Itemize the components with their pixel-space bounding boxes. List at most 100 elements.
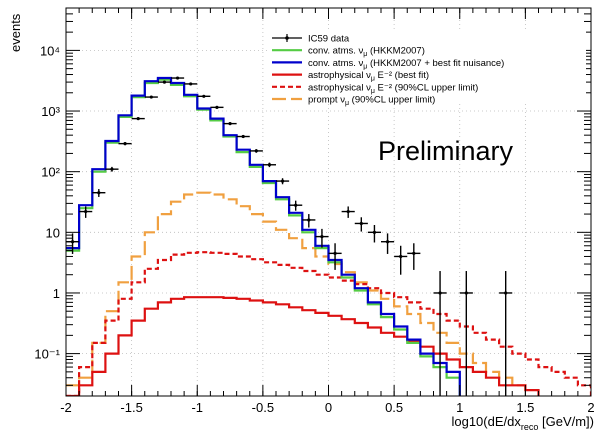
data-point <box>92 189 106 197</box>
data-point <box>249 149 263 153</box>
y-tick-label: 10² <box>41 165 60 180</box>
data-point <box>262 162 276 168</box>
data-point <box>79 206 93 218</box>
legend-label-tail: E⁻² (90%CL upper limit) <box>375 82 478 93</box>
data-point-marker <box>399 254 403 259</box>
x-tick-label: 0 <box>325 400 332 415</box>
data-point-marker <box>97 191 101 195</box>
series-conv-atms-hkkm2007-best-fit-nuisance-line <box>66 76 461 396</box>
data-point-marker <box>412 251 416 255</box>
data-point-marker <box>320 235 324 239</box>
data-point-marker <box>294 203 298 207</box>
data-point <box>354 217 368 232</box>
data-point <box>197 94 211 98</box>
data-point-marker <box>241 134 245 139</box>
data-point <box>210 105 224 109</box>
legend-label-subscript: μ <box>371 88 375 95</box>
legend-label: IC59 data <box>308 34 350 45</box>
legend-label-subscript: μ <box>345 100 349 107</box>
x-axis-title: log10(dE/dxreco [GeV/m]) <box>451 414 594 432</box>
legend-background <box>268 29 586 104</box>
data-point <box>328 243 342 270</box>
legend-label: conv. atms. νμ (HKKM2007 + best fit nuis… <box>308 58 504 71</box>
data-point-marker <box>110 167 114 171</box>
legend-entry: astrophysical νμ E⁻² (90%CL upper limit) <box>272 82 478 95</box>
legend-label-main: conv. atms. ν <box>308 58 364 69</box>
legend-label-main: IC59 data <box>308 34 350 45</box>
data-point <box>407 243 421 270</box>
data-point <box>105 166 119 172</box>
data-point <box>157 80 171 84</box>
data-point <box>184 82 198 86</box>
legend-swatch-marker <box>285 36 289 40</box>
data-point-marker <box>123 142 127 146</box>
legend-entry: IC59 data <box>272 34 350 45</box>
data-point-marker <box>385 240 390 244</box>
y-tick-label: 10 <box>46 225 60 240</box>
x-tick-label: 2 <box>587 400 594 415</box>
legend-label-tail: E⁻² (best fit) <box>375 70 429 81</box>
legend-entry: prompt νμ (90%CL upper limit) <box>272 95 435 107</box>
x-tick-label: 0.5 <box>385 400 403 415</box>
y-tick-label: 10⁴ <box>40 43 60 58</box>
data-point <box>223 122 237 126</box>
legend-label-main: astrophysical ν <box>308 82 371 93</box>
series-astrophysical-e-90-cl-upper-limit-line <box>66 251 591 396</box>
data-point-marker <box>254 149 258 153</box>
data-point <box>171 76 185 80</box>
data-point <box>315 228 329 248</box>
preliminary-annotation: Preliminary <box>378 136 514 166</box>
legend-label: astrophysical νμ E⁻² (90%CL upper limit) <box>308 82 478 95</box>
x-axis-title-subscript: reco <box>521 422 539 432</box>
data-point-marker <box>504 291 508 295</box>
legend-label-tail: (HKKM2007) <box>367 46 425 57</box>
legend-label: astrophysical νμ E⁻² (best fit) <box>308 70 429 83</box>
x-axis-title-main: log10(dE/dx <box>451 414 521 429</box>
data-point-marker <box>307 218 311 222</box>
series-astrophysical-e-best-fit-line <box>66 296 540 396</box>
legend-label: conv. atms. νμ (HKKM2007) <box>308 46 425 59</box>
data-point <box>499 271 513 396</box>
legend-label-tail: (HKKM2007 + best fit nuisance) <box>367 58 504 69</box>
data-point-marker <box>228 122 232 126</box>
data-point <box>276 178 290 185</box>
legend-label-main: astrophysical ν <box>308 70 371 81</box>
series-prompt-90-cl-upper-limit-line <box>66 191 527 396</box>
data-point-marker <box>372 230 377 234</box>
y-axis-title: events <box>8 13 23 52</box>
data-point <box>289 200 303 211</box>
data-point-marker <box>267 163 272 167</box>
data-point <box>381 233 395 254</box>
x-axis-title-end: [GeV/m]) <box>538 414 594 429</box>
legend-label-main: conv. atms. ν <box>308 46 364 57</box>
data-point-marker <box>84 209 88 214</box>
data-point <box>144 95 158 99</box>
x-tick-label: -1.5 <box>120 400 142 415</box>
y-tick-label: 10⁻¹ <box>34 347 60 362</box>
legend-label-subscript: μ <box>363 63 367 70</box>
data-point <box>236 134 250 139</box>
data-point-marker <box>359 221 363 226</box>
series-layer <box>66 76 591 396</box>
legend-entry: conv. atms. νμ (HKKM2007 + best fit nuis… <box>272 58 504 71</box>
x-tick-label: 1 <box>456 400 463 415</box>
data-point-marker <box>464 291 468 295</box>
data-point-marker <box>189 82 193 86</box>
data-point <box>459 271 473 396</box>
data-point-marker <box>149 95 153 99</box>
data-point-marker <box>438 291 442 295</box>
y-tick-label: 1 <box>53 286 60 301</box>
legend-entry: conv. atms. νμ (HKKM2007) <box>272 46 425 59</box>
legend-label-subscript: μ <box>371 76 375 83</box>
tick-labels: -2 -1.5 -1 -0.5 0 0.5 1 1.5 2 10⁻¹ 1 10 10² 10³ 10⁴ <box>34 43 594 415</box>
x-tick-label: 1.5 <box>516 400 534 415</box>
data-point-marker <box>280 179 285 183</box>
data-point <box>394 245 408 275</box>
legend-label-subscript: μ <box>363 51 367 58</box>
x-tick-label: -0.5 <box>252 400 274 415</box>
data-point <box>302 214 316 228</box>
legend-label-main: prompt ν <box>308 95 345 106</box>
data-point <box>433 271 447 396</box>
x-tick-label: -1 <box>191 400 203 415</box>
